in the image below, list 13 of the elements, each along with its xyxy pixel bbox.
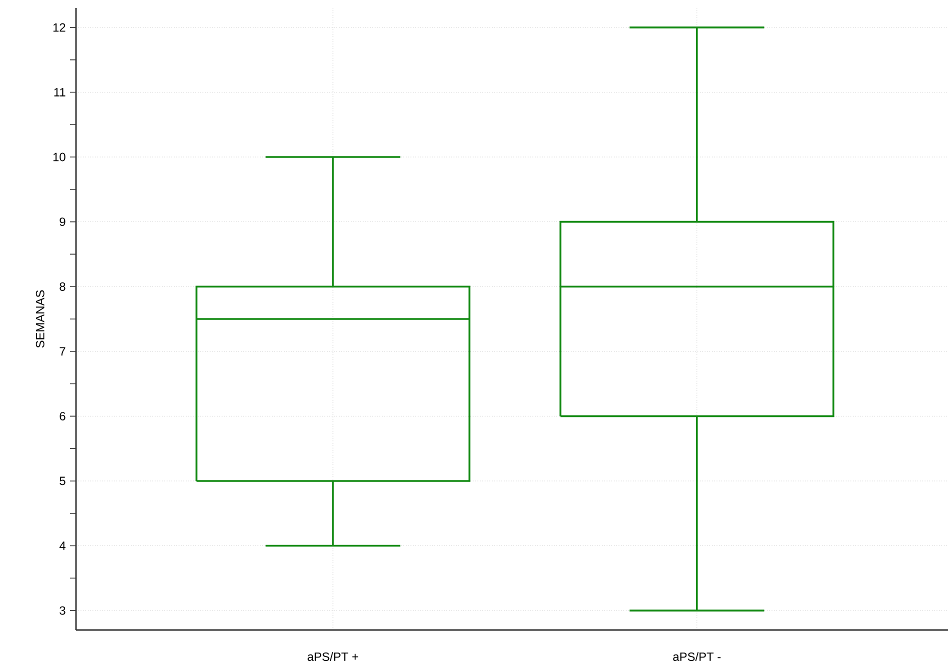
- x-tick-label: aPS/PT -: [673, 652, 721, 661]
- y-tick-label: 12: [53, 23, 66, 32]
- y-tick-label: 3: [60, 606, 66, 615]
- y-tick-label: 4: [59, 542, 66, 550]
- y-tick-label: 7: [60, 347, 66, 356]
- y-tick-label: 10: [53, 152, 66, 162]
- x-tick-label: aPS/PT +: [308, 652, 358, 661]
- y-tick-label: 6: [60, 412, 66, 420]
- y-tick-label: 11: [54, 88, 66, 96]
- y-tick-label: 5: [60, 476, 66, 486]
- y-tick-label: 8: [60, 282, 66, 291]
- y-tick-label: 9: [60, 218, 66, 226]
- y-axis-title: SEMANAS: [36, 290, 44, 348]
